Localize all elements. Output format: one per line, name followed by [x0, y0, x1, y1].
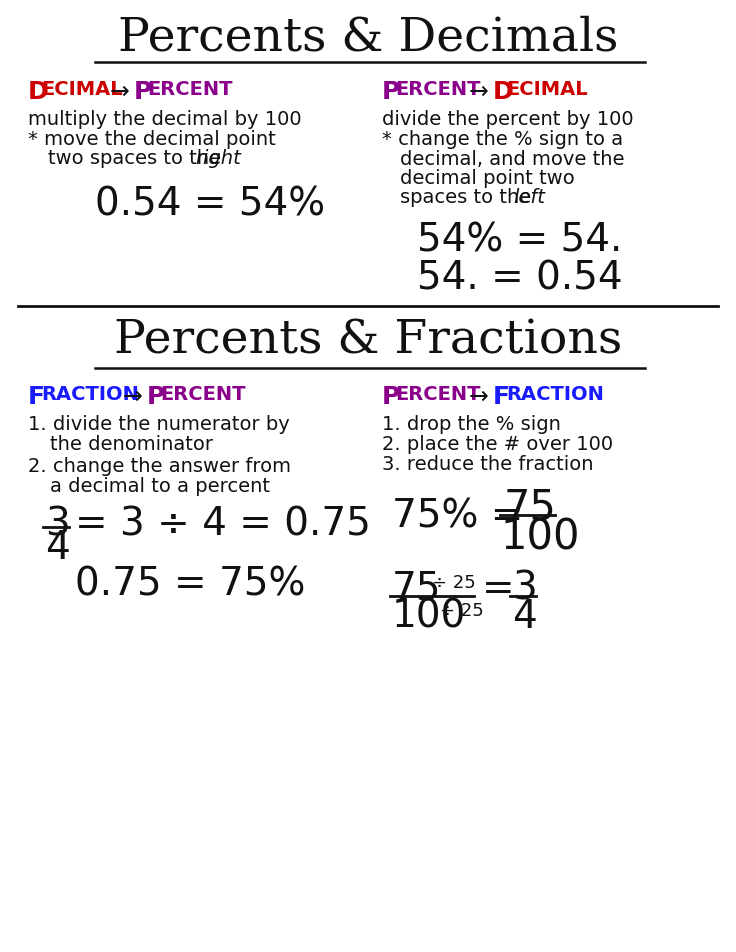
Text: ÷ 25: ÷ 25	[440, 602, 484, 620]
Text: 0.75 = 75%: 0.75 = 75%	[75, 565, 305, 603]
Text: RACTION: RACTION	[506, 385, 604, 404]
Text: 3: 3	[45, 505, 70, 543]
Text: = 3 ÷ 4 = 0.75: = 3 ÷ 4 = 0.75	[75, 505, 371, 543]
Text: →: →	[123, 385, 143, 409]
Text: =: =	[482, 570, 514, 608]
Text: ECIMAL: ECIMAL	[41, 80, 123, 99]
Text: * change the % sign to a: * change the % sign to a	[382, 130, 623, 149]
Text: divide the percent by 100: divide the percent by 100	[382, 110, 634, 129]
Text: 100: 100	[500, 517, 579, 559]
Text: 3: 3	[512, 570, 537, 608]
Text: F: F	[28, 385, 45, 409]
Text: a decimal to a percent: a decimal to a percent	[50, 477, 270, 496]
Text: 4: 4	[45, 529, 70, 567]
Text: D: D	[493, 80, 514, 104]
Text: the denominator: the denominator	[50, 435, 213, 454]
Text: multiply the decimal by 100: multiply the decimal by 100	[28, 110, 302, 129]
Text: RACTION: RACTION	[41, 385, 139, 404]
Text: ERCENT: ERCENT	[395, 80, 481, 99]
Text: 4: 4	[512, 598, 537, 636]
Text: 75% =: 75% =	[392, 498, 523, 536]
Text: 54. = 0.54: 54. = 0.54	[417, 260, 623, 298]
Text: 2. change the answer from: 2. change the answer from	[28, 457, 291, 476]
Text: 1. drop the % sign: 1. drop the % sign	[382, 415, 561, 434]
Text: spaces to the: spaces to the	[400, 188, 537, 207]
Text: Percents & Decimals: Percents & Decimals	[118, 15, 618, 60]
Text: P: P	[382, 385, 400, 409]
Text: P: P	[147, 385, 166, 409]
Text: 2. place the # over 100: 2. place the # over 100	[382, 435, 613, 454]
Text: P: P	[134, 80, 152, 104]
Text: right: right	[195, 149, 241, 168]
Text: Percents & Fractions: Percents & Fractions	[114, 318, 622, 364]
Text: ECIMAL: ECIMAL	[506, 80, 587, 99]
Text: P: P	[382, 80, 400, 104]
Text: left: left	[513, 188, 545, 207]
Text: 3. reduce the fraction: 3. reduce the fraction	[382, 455, 593, 474]
Text: 1. divide the numerator by: 1. divide the numerator by	[28, 415, 290, 434]
Text: →: →	[469, 80, 489, 104]
Text: 75: 75	[392, 570, 442, 608]
Text: ERCENT: ERCENT	[395, 385, 481, 404]
Text: * move the decimal point: * move the decimal point	[28, 130, 276, 149]
Text: D: D	[28, 80, 49, 104]
Text: 75: 75	[504, 487, 557, 529]
Text: 54% = 54.: 54% = 54.	[417, 222, 623, 260]
Text: ÷ 25: ÷ 25	[432, 574, 475, 592]
Text: ERCENT: ERCENT	[147, 80, 233, 99]
Text: decimal point two: decimal point two	[400, 169, 575, 188]
Text: F: F	[493, 385, 510, 409]
Text: →: →	[469, 385, 489, 409]
Text: ERCENT: ERCENT	[160, 385, 246, 404]
Text: two spaces to the: two spaces to the	[48, 149, 227, 168]
Text: decimal, and move the: decimal, and move the	[400, 150, 625, 169]
Text: 0.54 = 54%: 0.54 = 54%	[95, 185, 325, 223]
Text: →: →	[110, 80, 130, 104]
Text: 100: 100	[392, 598, 467, 636]
